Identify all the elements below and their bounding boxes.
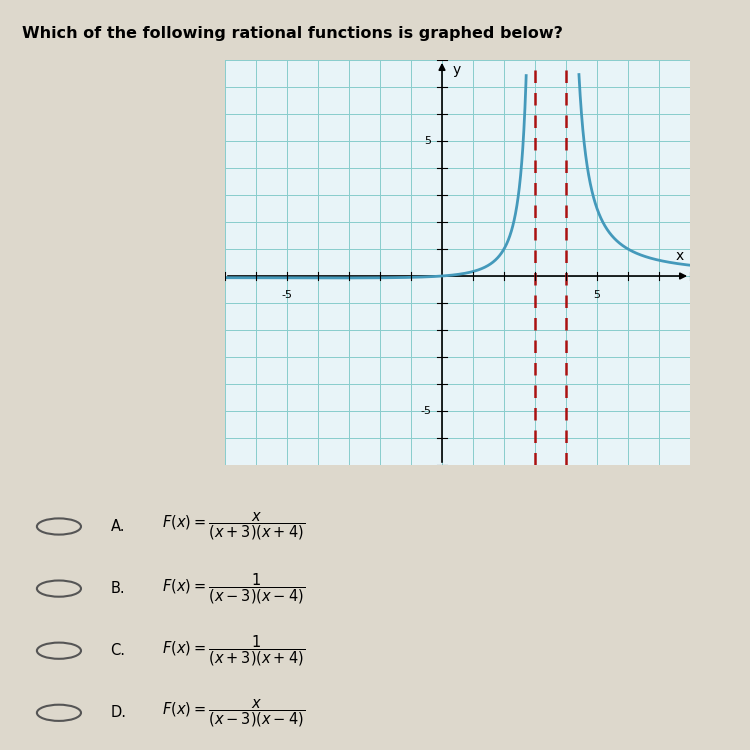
Text: y: y xyxy=(453,63,461,76)
Text: $F(x) = \dfrac{1}{(x+3)(x+4)}$: $F(x) = \dfrac{1}{(x+3)(x+4)}$ xyxy=(162,634,305,668)
Text: $F(x) = \dfrac{1}{(x-3)(x-4)}$: $F(x) = \dfrac{1}{(x-3)(x-4)}$ xyxy=(162,572,305,606)
Text: C.: C. xyxy=(110,644,125,658)
Text: -5: -5 xyxy=(281,290,292,299)
Text: $F(x) = \dfrac{x}{(x+3)(x+4)}$: $F(x) = \dfrac{x}{(x+3)(x+4)}$ xyxy=(162,511,305,542)
Text: 5: 5 xyxy=(424,136,431,146)
Text: Which of the following rational functions is graphed below?: Which of the following rational function… xyxy=(22,26,563,41)
Text: 5: 5 xyxy=(593,290,601,299)
Text: x: x xyxy=(676,248,684,262)
Text: -5: -5 xyxy=(420,406,431,416)
Text: A.: A. xyxy=(110,519,125,534)
Text: $F(x) = \dfrac{x}{(x-3)(x-4)}$: $F(x) = \dfrac{x}{(x-3)(x-4)}$ xyxy=(162,697,305,728)
Text: D.: D. xyxy=(110,705,127,720)
Text: B.: B. xyxy=(110,581,125,596)
